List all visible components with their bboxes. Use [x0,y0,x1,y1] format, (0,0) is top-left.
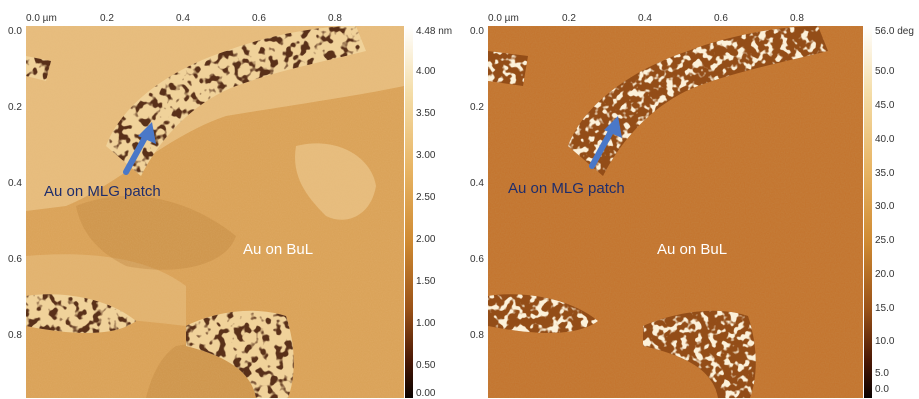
x-tick: 0.6 [714,13,728,24]
y-tick: 0.6 [470,254,484,265]
scale-tick: 2.00 [416,234,436,245]
scale-tick: 30.0 [875,201,895,212]
afm-height-image [26,26,404,398]
scale-tick: 2.50 [416,192,436,203]
x-tick: 0.4 [176,13,190,24]
afm-phase-image [488,26,863,398]
annotation-bul: Au on BuL [243,241,314,258]
x-tick: 0.0 µm [488,13,519,24]
x-tick: 0.2 [100,13,114,24]
scale-max-label: 4.48 nm [416,26,453,37]
scale-tick: 0.0 [875,384,889,395]
y-tick: 0.8 [470,330,484,341]
scale-tick: 1.00 [416,318,436,329]
x-tick: 0.8 [790,13,804,24]
scale-tick: 5.0 [875,368,889,379]
arrow-icon [589,116,622,169]
x-tick: 0.4 [638,13,652,24]
scale-tick: 25.0 [875,235,895,246]
scale-tick: 3.50 [416,108,436,119]
scale-tick: 1.50 [416,276,436,287]
y-tick: 0.0 [470,26,484,37]
annotation-bul: Au on BuL [657,241,728,258]
scale-max-label: 56.0 deg [875,26,914,37]
scale-tick: 45.0 [875,100,895,111]
scale-tick: 3.00 [416,150,436,161]
y-tick: 0.2 [8,102,22,113]
y-tick: 0.0 [8,26,22,37]
y-tick: 0.4 [8,178,22,189]
scale-tick: 35.0 [875,168,895,179]
annotation-mlg-patch: Au on MLG patch [508,180,625,197]
scale-tick: 15.0 [875,303,895,314]
arrow-icon [123,122,156,175]
scale-tick: 4.00 [416,66,436,77]
phase-image-panel: 0.0 µm 0.2 0.4 0.6 0.8 0.0 0.2 0.4 0.6 0… [460,0,919,398]
scale-tick: 0.00 [416,388,436,399]
x-tick: 0.8 [328,13,342,24]
y-tick: 0.4 [470,178,484,189]
scale-tick: 0.50 [416,360,436,371]
x-tick: 0.2 [562,13,576,24]
phase-color-scale [864,26,872,398]
height-color-scale [405,26,413,398]
x-tick: 0.0 µm [26,13,57,24]
y-tick: 0.6 [8,254,22,265]
x-tick: 0.6 [252,13,266,24]
annotation-mlg-patch: Au on MLG patch [44,183,161,200]
scale-tick: 20.0 [875,269,895,280]
scale-tick: 50.0 [875,66,895,77]
y-tick: 0.2 [470,102,484,113]
y-tick: 0.8 [8,330,22,341]
scale-tick: 10.0 [875,336,895,347]
height-image-panel: 0.0 µm 0.2 0.4 0.6 0.8 0.0 0.2 0.4 0.6 0… [0,0,460,399]
scale-tick: 40.0 [875,134,895,145]
